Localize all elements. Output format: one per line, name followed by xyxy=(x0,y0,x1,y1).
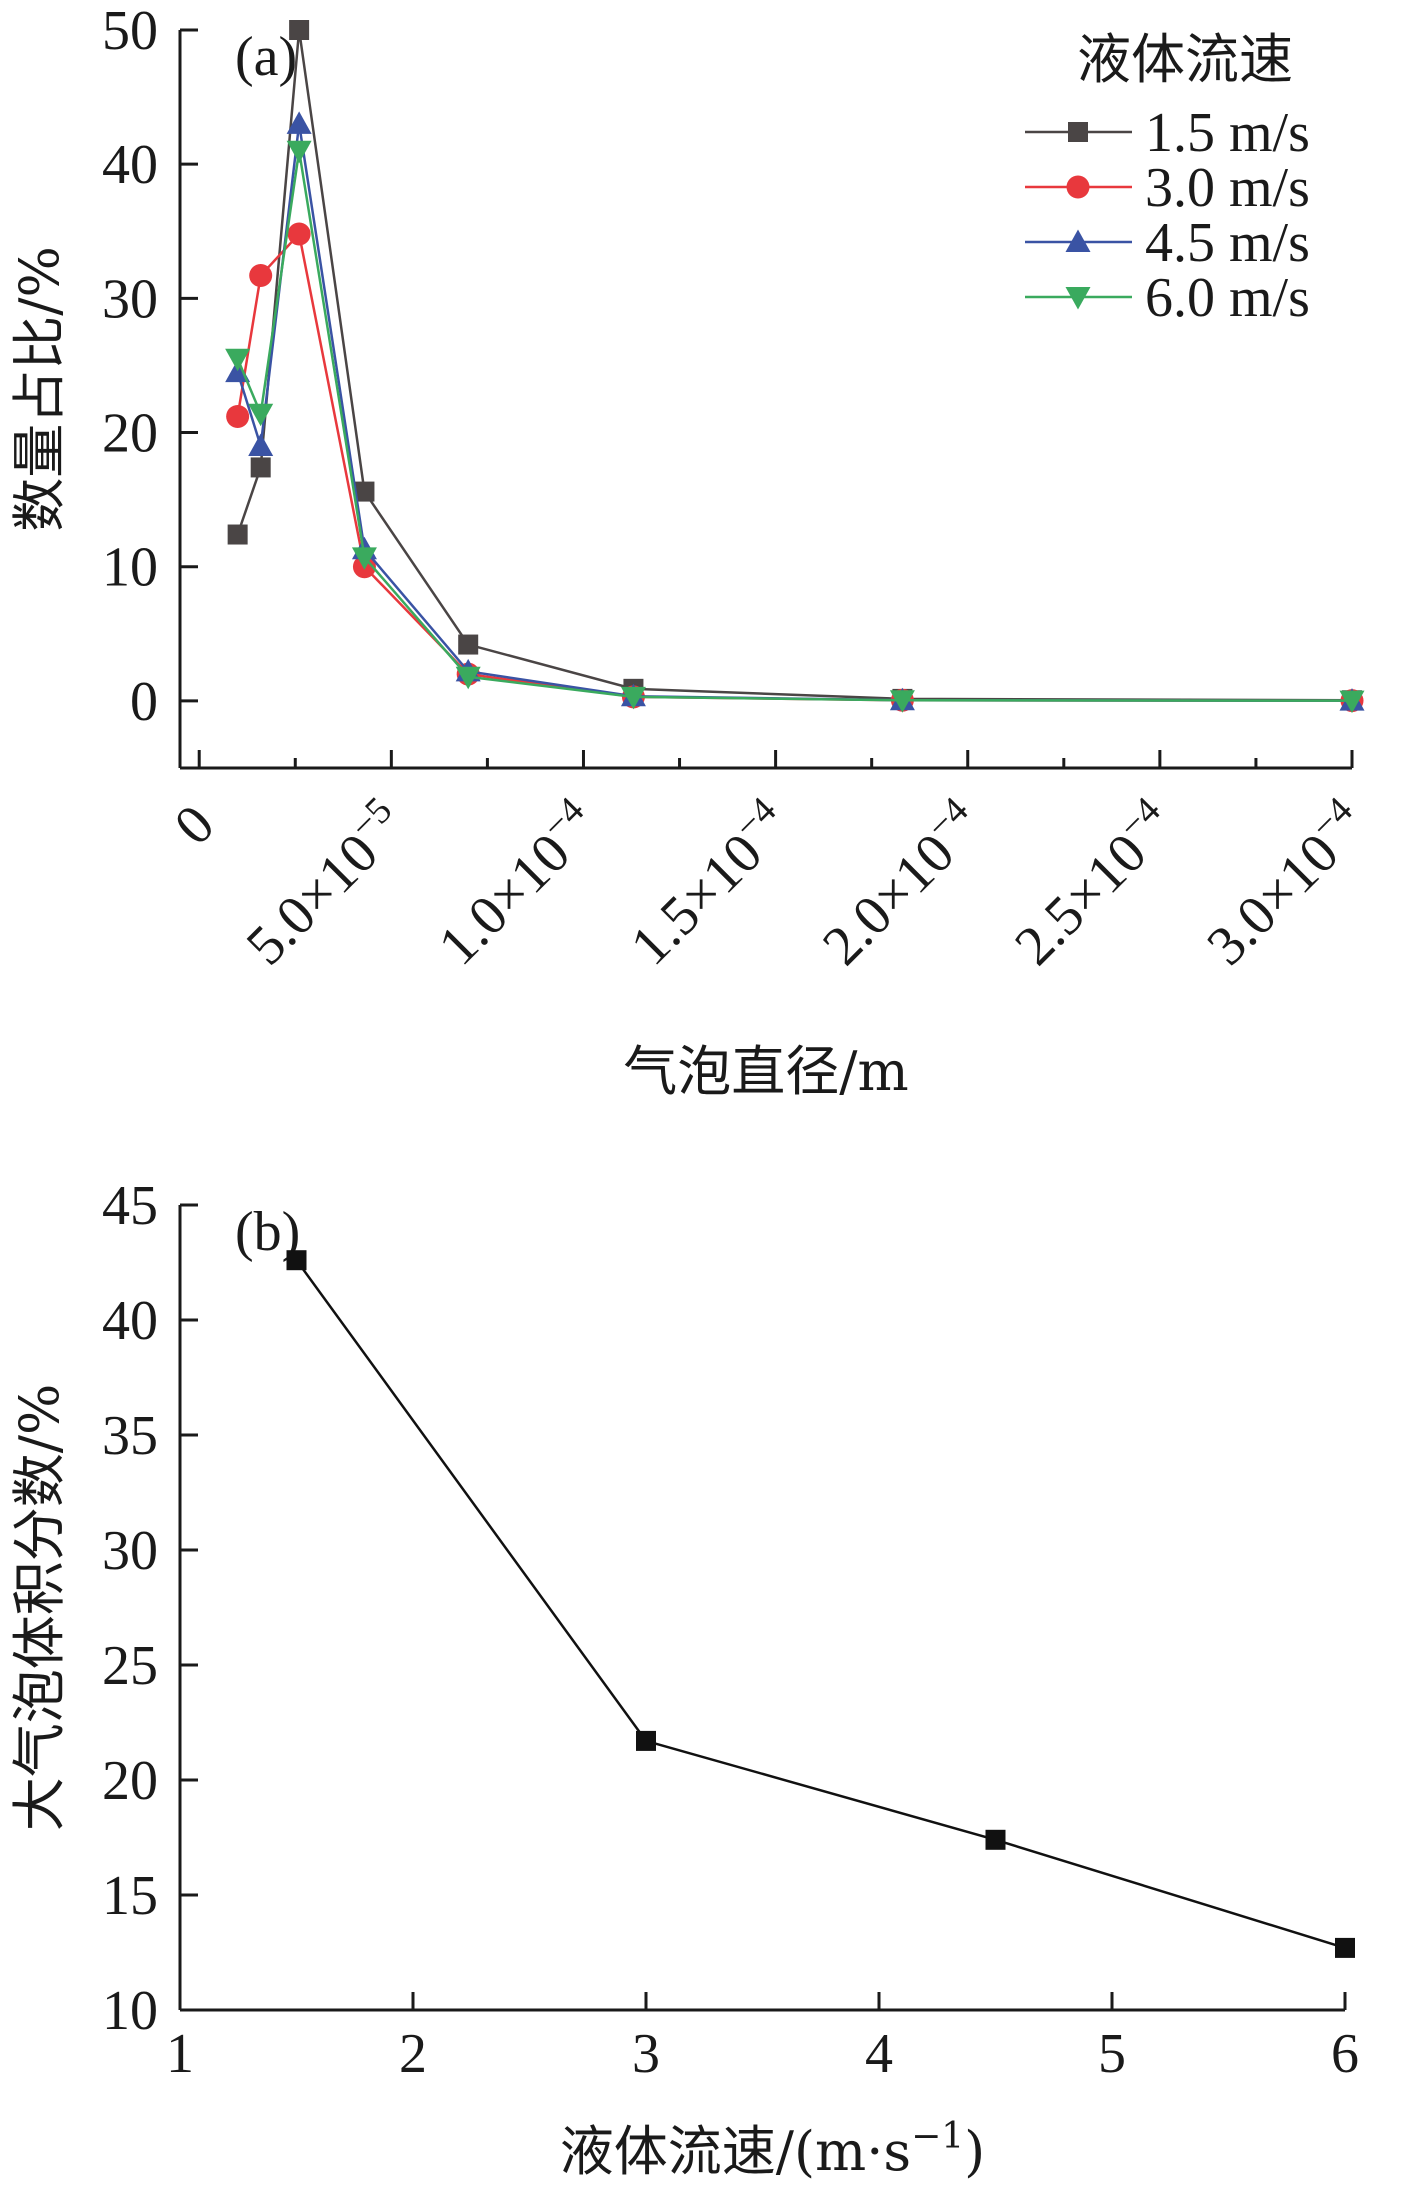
x-tick-label-b: 4 xyxy=(865,2023,893,2085)
data-point-a-1 xyxy=(226,404,250,428)
legend-marker-3 xyxy=(1065,287,1091,310)
data-point-a-3 xyxy=(455,666,481,690)
y-tick-label-b: 20 xyxy=(102,1750,158,1812)
data-point-a-3 xyxy=(248,403,274,427)
y-tick-label-a: 10 xyxy=(102,537,158,599)
series-line-b xyxy=(295,1259,1346,1950)
x-tick-label-a: 2.5×10−4 xyxy=(999,789,1187,977)
legend-entry-3: 6.0 m/s xyxy=(1145,267,1310,329)
y-tick-label-b: 10 xyxy=(102,1980,158,2042)
y-axis-label-b: 大气泡体积分数/% xyxy=(8,1384,71,1832)
x-tick-mantissa: 1.5×10 xyxy=(619,822,774,977)
y-tick-label-b: 30 xyxy=(102,1520,158,1582)
y-tick-label-b: 45 xyxy=(102,1175,158,1237)
x-axis-label-suffix: ) xyxy=(964,2120,985,2183)
x-tick-label-a: 1.0×10−4 xyxy=(423,789,611,977)
x-axis-label-exponent: −1 xyxy=(911,2116,964,2157)
data-point-a-2 xyxy=(286,111,312,134)
data-point-a-1 xyxy=(249,264,273,288)
legend-title: 液体流速 xyxy=(1077,28,1293,91)
data-point-a-2 xyxy=(248,433,274,456)
y-tick-label-a: 20 xyxy=(102,403,158,465)
x-tick-mantissa: 2.0×10 xyxy=(811,822,966,977)
legend-marker-2 xyxy=(1065,229,1091,252)
y-tick-label-b: 40 xyxy=(102,1290,158,1352)
x-tick-label-a: 2.0×10−4 xyxy=(807,789,995,977)
data-point-a-0 xyxy=(458,634,479,655)
data-point-a-3 xyxy=(351,547,377,570)
x-tick-label-b: 1 xyxy=(166,2023,194,2085)
y-axis-label-a: 数量占比/% xyxy=(8,246,71,532)
x-tick-mantissa: 0 xyxy=(163,793,227,857)
legend-entry-2: 4.5 m/s xyxy=(1145,212,1310,274)
x-tick-mantissa: 3.0×10 xyxy=(1195,822,1350,977)
series-line-a-3 xyxy=(236,150,1353,702)
data-point-a-3 xyxy=(1339,690,1365,714)
x-axis-label-main: 液体流速/(m·s xyxy=(560,2120,911,2183)
x-tick-label-a: 3.0×10−4 xyxy=(1191,789,1379,977)
data-point-a-3 xyxy=(286,140,312,164)
x-axis-label-a: 气泡直径/m xyxy=(623,1040,908,1103)
legend-marker-0 xyxy=(1068,122,1088,142)
data-point-b xyxy=(1335,1937,1355,1958)
y-tick-label-b: 15 xyxy=(102,1865,158,1927)
x-axis-label-b: 液体流速/(m·s−1) xyxy=(560,2116,986,2183)
y-tick-label-a: 0 xyxy=(130,671,158,733)
data-point-a-0 xyxy=(289,20,310,40)
data-point-a-3 xyxy=(225,348,251,372)
data-point-b xyxy=(286,1250,307,1271)
x-tick-mantissa: 5.0×10 xyxy=(235,822,390,977)
y-tick-label-b: 35 xyxy=(102,1405,158,1467)
y-tick-label-a: 40 xyxy=(102,134,158,196)
y-tick-label-a: 50 xyxy=(102,0,158,62)
y-tick-label-b: 25 xyxy=(102,1635,158,1697)
data-point-a-3 xyxy=(889,690,915,713)
data-point-b xyxy=(636,1730,656,1751)
x-tick-mantissa: 2.5×10 xyxy=(1003,822,1158,977)
legend-entry-0: 1.5 m/s xyxy=(1145,102,1310,164)
x-tick-label-b: 3 xyxy=(632,2023,660,2085)
panel-label-a: (a) xyxy=(235,26,297,88)
legend-marker-1 xyxy=(1066,175,1090,199)
x-tick-label-a: 1.5×10−4 xyxy=(615,789,803,977)
x-tick-label-a: 0 xyxy=(163,793,227,857)
data-point-a-1 xyxy=(287,222,311,246)
y-tick-label-a: 30 xyxy=(102,268,158,330)
data-point-a-0 xyxy=(354,481,375,502)
x-tick-label-a: 5.0×10−5 xyxy=(230,789,418,977)
x-tick-label-b: 2 xyxy=(399,2023,427,2085)
legend-entry-1: 3.0 m/s xyxy=(1145,157,1310,219)
data-point-b xyxy=(985,1829,1006,1850)
x-tick-mantissa: 1.0×10 xyxy=(427,822,582,977)
x-tick-label-b: 6 xyxy=(1331,2023,1359,2085)
data-point-a-0 xyxy=(227,524,248,545)
data-point-a-0 xyxy=(250,457,271,478)
data-point-a-3 xyxy=(620,686,646,710)
x-tick-label-b: 5 xyxy=(1098,2023,1126,2085)
